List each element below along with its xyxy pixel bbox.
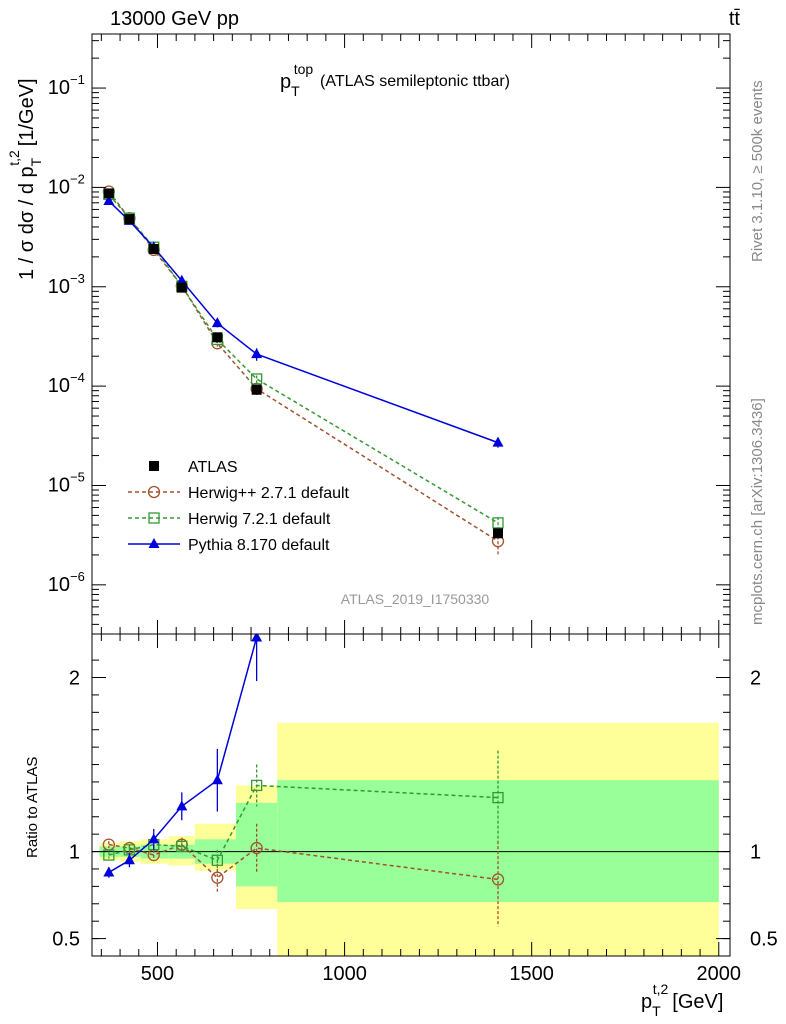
main-title-sup: top <box>294 61 314 77</box>
ratio-ytick-label-right: 1 <box>750 842 761 864</box>
process-label: tt̄ <box>729 8 741 30</box>
main-ylabel-unit: [1/GeV] <box>16 78 38 146</box>
ratio-point <box>176 840 188 852</box>
ratio-point <box>250 841 263 855</box>
ratio-xlabel: pTt,2[GeV] <box>641 981 723 1019</box>
ratio-point <box>123 854 135 865</box>
main-ytick-exponent: −5 <box>70 469 85 484</box>
ratio-point <box>250 779 263 792</box>
ratio-point <box>103 866 115 877</box>
ratio-axes: 0.5 0.5 1 1 2 2 500 1000 1500 2000 <box>52 634 778 985</box>
ratio-ytick-label: 0.5 <box>52 929 80 951</box>
ratio-point <box>103 849 115 861</box>
legend-label: Pythia 8.170 default <box>188 537 330 554</box>
ratio-xlabel-unit: [GeV] <box>672 991 723 1013</box>
legend-marker <box>147 485 161 499</box>
legend-marker <box>148 512 160 524</box>
data-point <box>148 243 159 254</box>
ratio-point <box>211 871 224 884</box>
main-title-sub: T <box>291 83 300 99</box>
mcplots-label: mcplots.cern.ch [arXiv:1306.3436] <box>749 398 766 625</box>
ratio-xtick-label: 1000 <box>322 963 367 985</box>
ratio-xlabel-sup: t,2 <box>653 981 669 997</box>
ratio-xlabel-p: p <box>641 991 652 1013</box>
data-point <box>251 348 263 359</box>
legend-label: Herwig++ 2.7.1 default <box>188 485 350 502</box>
data-point <box>250 373 263 385</box>
ratio-point <box>251 634 263 642</box>
legend-marker <box>149 461 159 471</box>
main-ytick-label: 10 <box>48 574 70 596</box>
data-point <box>492 517 504 529</box>
ratio-point <box>148 833 160 844</box>
ratio-xtick-label: 1500 <box>509 963 554 985</box>
main-ytick-exponent: −3 <box>70 271 85 286</box>
main-title: pTtop <box>280 61 313 99</box>
main-ytick-label: 10 <box>48 77 70 99</box>
series-line-herwig-7-2-1-default <box>108 193 499 524</box>
main-ylabel-text: 1 / σ dσ / d p <box>16 166 38 280</box>
main-ytick-label: 10 <box>48 276 70 298</box>
main-ylabel: 1 / σ dσ / d pTt,2 [1/GeV] <box>6 78 44 280</box>
data-point <box>103 188 114 199</box>
ratio-panel-frame <box>91 633 731 957</box>
legend-label: Herwig 7.2.1 default <box>188 511 331 528</box>
rivet-label: Rivet 3.1.10, ≥ 500k events <box>749 80 766 262</box>
ratio-series-herwig-7-2-1-default <box>103 750 504 871</box>
ratio-ytick-label: 1 <box>69 842 80 864</box>
data-point <box>124 214 135 225</box>
main-axes: 10−610−510−410−310−210−1 <box>48 34 730 634</box>
ratio-point <box>491 873 505 886</box>
main-ytick-label: 10 <box>48 375 70 397</box>
data-point <box>176 274 188 285</box>
series-pythia-8-170-default <box>103 194 504 448</box>
main-ytick-exponent: −6 <box>70 569 85 584</box>
ratio-plot-area <box>92 634 730 956</box>
ratio-point <box>492 791 504 804</box>
data-point <box>211 317 223 328</box>
data-point <box>176 282 187 293</box>
legend-marker <box>148 538 160 548</box>
series-line-pythia-8-170-default <box>108 200 499 444</box>
series-atlas <box>103 188 503 539</box>
main-ytick-exponent: −1 <box>70 72 85 87</box>
main-plot-area <box>102 185 505 557</box>
main-ytick-label: 10 <box>48 474 70 496</box>
ratio-ytick-label: 2 <box>69 668 80 690</box>
ratio-ytick-label-right: 0.5 <box>750 929 778 951</box>
series-herwig-7-2-1-default <box>103 188 504 529</box>
data-point <box>103 194 115 205</box>
ratio-point <box>211 774 223 785</box>
ratio-ytick-label-right: 2 <box>750 668 761 690</box>
main-ylabel-sub: T <box>28 157 44 166</box>
ratio-point <box>211 854 224 866</box>
legend: ATLAS Herwig++ 2.7.1 default Herwig 7.2.1 … <box>128 459 350 554</box>
ratio-panel: 0.5 0.5 1 1 2 2 500 1000 1500 2000 Ratio to ATLAS… <box>24 633 778 1019</box>
main-ytick-label: 10 <box>48 176 70 198</box>
data-point <box>493 528 503 539</box>
main-ylabel-sup: t,2 <box>6 150 22 166</box>
ratio-xtick-label: 2000 <box>697 963 742 985</box>
main-title-text: (ATLAS semileptonic ttbar) <box>320 73 510 90</box>
ratio-xtick-label: 500 <box>141 963 174 985</box>
analysis-tag: ATLAS_2019_I1750330 <box>341 591 490 607</box>
main-ytick-exponent: −2 <box>70 171 85 186</box>
main-ytick-exponent: −4 <box>70 370 85 385</box>
ratio-point <box>176 800 188 811</box>
ratio-xlabel-sub: T <box>652 1003 661 1019</box>
data-point <box>492 436 504 447</box>
ratio-ylabel: Ratio to ATLAS <box>24 757 41 858</box>
data-point <box>251 384 262 395</box>
ratio-series-pythia-8-170-default <box>103 634 263 878</box>
legend-label: ATLAS <box>188 459 238 476</box>
main-title-p: p <box>280 71 291 93</box>
energy-label: 13000 GeV pp <box>110 8 239 30</box>
data-point <box>212 332 223 343</box>
main-panel: 10−610−510−410−310−210−1 pTtop (ATLAS se… <box>6 33 731 635</box>
